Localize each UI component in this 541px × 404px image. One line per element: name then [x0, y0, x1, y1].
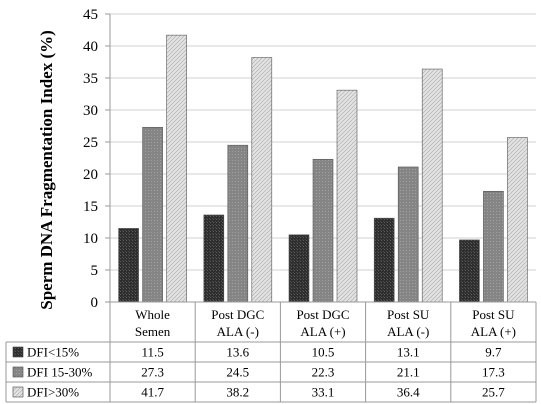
y-tick-label: 0: [91, 295, 99, 311]
category-label: Whole: [135, 307, 170, 322]
y-tick-label: 15: [83, 199, 98, 215]
legend-label: DFI 15-30%: [27, 365, 93, 380]
legend-swatch: [12, 366, 24, 378]
y-tick-label: 25: [83, 135, 98, 151]
table-value: 25.7: [482, 385, 505, 400]
table-value: 17.3: [482, 365, 505, 380]
y-tick-label: 20: [83, 167, 98, 183]
table-value: 24.5: [226, 365, 249, 380]
data-table: Whole Semen Post DGC ALA (-) Post DGC ALA (+)…: [5, 302, 537, 403]
table-value: 22.3: [312, 365, 335, 380]
bar-3-1: [166, 34, 187, 303]
table-value: 9.7: [485, 345, 502, 360]
table-value: 13.6: [226, 345, 249, 360]
bar-3-5: [507, 137, 528, 303]
category-label: Post DGC: [296, 307, 349, 322]
bar-2-3: [312, 158, 334, 303]
legend-swatch: [12, 346, 24, 358]
bar-2-4: [397, 166, 419, 303]
bar-1-2: [203, 214, 225, 303]
category-label: ALA (+): [300, 324, 345, 339]
bar-3-2: [251, 57, 273, 303]
bar-2-2: [227, 144, 249, 303]
legend-label: DFI>30%: [27, 385, 79, 400]
bar-3-4: [421, 68, 443, 303]
table-value: 33.1: [312, 385, 335, 400]
table-value: 10.5: [312, 345, 335, 360]
category-label: Post DGC: [211, 307, 264, 322]
bar-2-5: [483, 190, 504, 303]
y-tick-label: 40: [83, 39, 98, 55]
table-value: 13.1: [397, 345, 420, 360]
table-value: 41.7: [141, 385, 164, 400]
y-axis-ticks: 0 5 10 15 20 25 30 35 40 45: [83, 7, 111, 311]
bars: [110, 34, 536, 303]
category-label: Post SU: [387, 307, 430, 322]
y-tick-label: 5: [91, 263, 99, 279]
bar-1-5: [459, 239, 480, 303]
y-axis-title: Sperm DNA Fragmentation Index (%): [37, 30, 56, 310]
table-value: 11.5: [141, 345, 163, 360]
category-label: ALA (-): [387, 324, 429, 339]
y-tick-label: 30: [83, 103, 98, 119]
bar-2-1: [142, 126, 163, 303]
y-axis-title-group: Sperm DNA Fragmentation Index (%): [37, 30, 56, 310]
category-label: ALA (-): [217, 324, 259, 339]
bar-1-4: [373, 217, 395, 303]
bar-1-3: [288, 234, 310, 303]
legend-swatch: [12, 386, 24, 398]
table-value: 36.4: [397, 385, 420, 400]
table-value: 38.2: [226, 385, 249, 400]
y-tick-label: 10: [83, 231, 98, 247]
category-label: ALA (+): [471, 324, 516, 339]
table-value: 27.3: [141, 365, 164, 380]
table-value: 21.1: [397, 365, 420, 380]
y-tick-label: 45: [83, 7, 98, 23]
legend-label: DFI<15%: [27, 345, 79, 360]
y-tick-label: 35: [83, 71, 98, 87]
category-label: Post SU: [472, 307, 515, 322]
category-label: Semen: [135, 324, 171, 339]
bar-3-3: [336, 89, 358, 303]
bar-1-1: [118, 228, 139, 303]
